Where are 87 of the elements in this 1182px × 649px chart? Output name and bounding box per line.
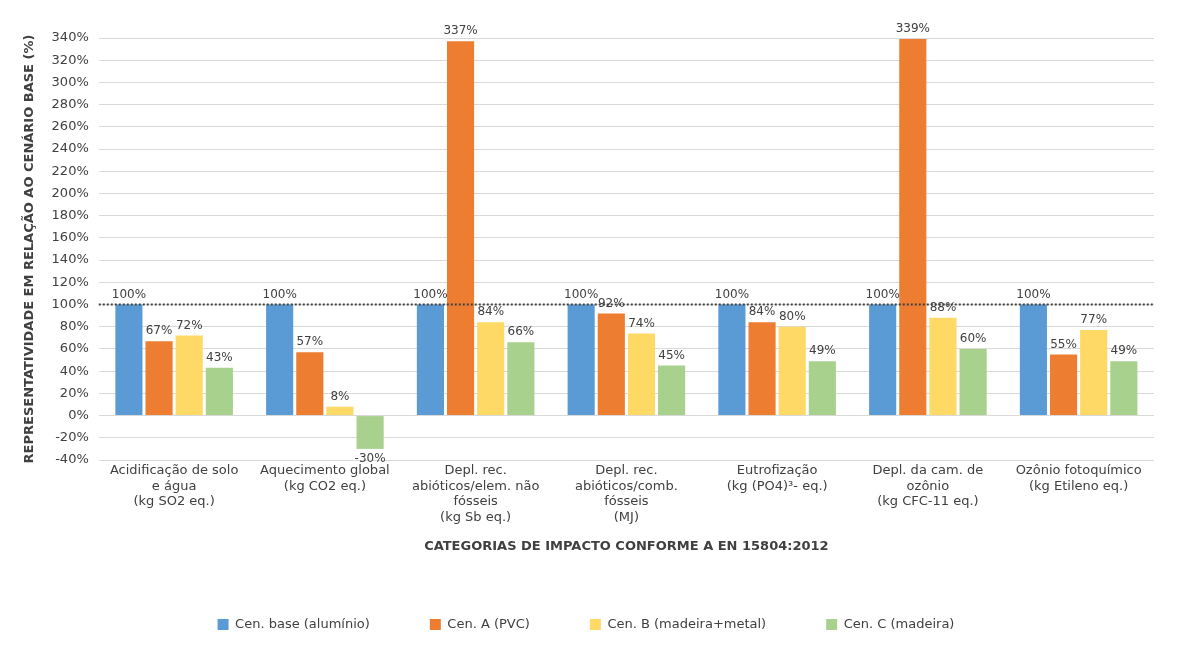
bar <box>1049 354 1078 416</box>
data-label: 80% <box>778 308 806 323</box>
y-tick-label: 200% <box>51 184 89 200</box>
legend-label: Cen. base (alumínio) <box>235 615 370 631</box>
data-label: 339% <box>895 21 930 36</box>
data-label: 45% <box>658 347 685 362</box>
data-label: 74% <box>628 315 655 330</box>
data-label: 100% <box>564 286 599 301</box>
bar <box>869 304 897 416</box>
x-tick-label: Depl. rec. abióticos/comb. fósseis (MJ) <box>574 462 678 524</box>
y-tick-label: 120% <box>51 273 89 289</box>
y-tick-label: 140% <box>51 251 89 267</box>
y-tick-label: 0% <box>68 406 89 422</box>
bar <box>115 304 143 416</box>
bar <box>808 361 836 416</box>
x-tick-label: Depl. rec. abióticos/elem. não fósseis (kg Sb eq.) <box>411 462 540 524</box>
y-tick-label: 100% <box>51 295 89 311</box>
bar <box>266 304 294 416</box>
bar <box>416 304 444 416</box>
bar <box>1080 330 1108 416</box>
bar <box>959 348 987 416</box>
bar <box>145 341 173 416</box>
data-label: 84% <box>477 304 505 319</box>
y-tick-label: 240% <box>51 140 89 156</box>
bar <box>567 304 595 416</box>
y-tick-label: -40% <box>55 451 89 467</box>
y-tick-label: 340% <box>51 29 89 45</box>
x-tick-label: Depl. da cam. de ozônio (kg CFC-11 eq.) <box>872 462 984 509</box>
data-label: 67% <box>145 323 173 338</box>
data-label: 100% <box>413 286 448 301</box>
x-tick-label: Eutrofização (kg (PO4)³- eq.) <box>726 462 828 493</box>
bar <box>597 313 625 416</box>
data-label: 100% <box>262 286 297 301</box>
bar <box>718 304 746 416</box>
bar <box>627 333 656 416</box>
bar <box>507 342 535 416</box>
data-label: 92% <box>597 295 625 310</box>
bar <box>748 322 776 416</box>
x-axis-title: CATEGORIAS DE IMPACTO CONFORME A EN 15804:2012 <box>424 537 829 553</box>
y-tick-label: 320% <box>51 51 89 67</box>
legend-label: Cen. C (madeira) <box>843 615 955 631</box>
bar <box>477 322 505 416</box>
data-label: 100% <box>714 286 750 301</box>
data-label: 43% <box>206 349 233 364</box>
data-label: 66% <box>507 324 535 339</box>
y-tick-label: 300% <box>51 73 89 89</box>
y-axis-title: REPRESENTATIVIDADE EM RELAÇÃO AO CENÁRIO BASE (%) <box>21 34 37 464</box>
bar <box>296 352 324 416</box>
y-tick-label: 20% <box>59 384 89 400</box>
data-label: 49% <box>809 343 836 358</box>
y-tick-label: 80% <box>59 318 89 334</box>
x-tick-label: Ozônio fotoquímico (kg Etileno eq.) <box>1015 462 1142 493</box>
data-label: 72% <box>175 317 203 332</box>
y-tick-label: 260% <box>51 118 89 134</box>
y-tick-label: 220% <box>51 162 89 178</box>
data-label: 55% <box>1050 336 1077 351</box>
bar <box>658 365 686 416</box>
legend-label: Cen. B (madeira+metal) <box>607 615 767 631</box>
y-tick-label: 180% <box>51 207 89 223</box>
bar <box>326 406 354 416</box>
data-label: 57% <box>296 334 324 349</box>
bar <box>1019 304 1047 416</box>
y-tick-label: 60% <box>59 340 89 356</box>
data-label: 8% <box>330 388 350 403</box>
bar <box>446 41 475 416</box>
data-label: 100% <box>111 286 147 301</box>
bar <box>899 39 927 416</box>
y-tick-label: 160% <box>51 229 89 245</box>
x-tick-label: Acidificação de solo e água (kg SO2 eq.) <box>109 462 239 509</box>
data-label: 77% <box>1080 312 1108 327</box>
data-label: 100% <box>1016 286 1051 301</box>
bar <box>356 416 384 449</box>
data-label: 60% <box>959 331 987 346</box>
bar <box>929 317 957 416</box>
legend-label: Cen. A (PVC) <box>447 615 530 631</box>
data-label: 88% <box>929 299 957 314</box>
data-label: 49% <box>1110 343 1138 358</box>
y-tick-label: -20% <box>55 429 89 445</box>
bar <box>778 326 806 416</box>
bar <box>1110 361 1138 416</box>
y-tick-label: 280% <box>51 96 89 112</box>
x-tick-label: Aquecimento global (kg CO2 eq.) <box>260 462 390 493</box>
bar <box>175 335 203 416</box>
data-label: 84% <box>748 304 776 319</box>
bar <box>205 367 233 416</box>
y-tick-label: 40% <box>59 362 89 378</box>
data-label: 337% <box>443 23 478 38</box>
